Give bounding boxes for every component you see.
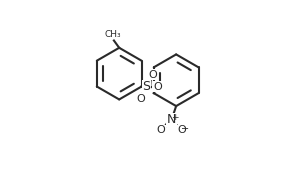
Text: −: −: [180, 124, 189, 134]
Text: CH₃: CH₃: [105, 30, 121, 39]
Text: O: O: [136, 94, 145, 104]
Text: O: O: [148, 70, 157, 80]
Text: S: S: [142, 80, 150, 93]
Text: O: O: [157, 125, 166, 135]
Text: +: +: [171, 113, 178, 122]
Text: O: O: [153, 82, 162, 92]
Text: O: O: [178, 125, 186, 135]
Text: N: N: [167, 114, 176, 126]
